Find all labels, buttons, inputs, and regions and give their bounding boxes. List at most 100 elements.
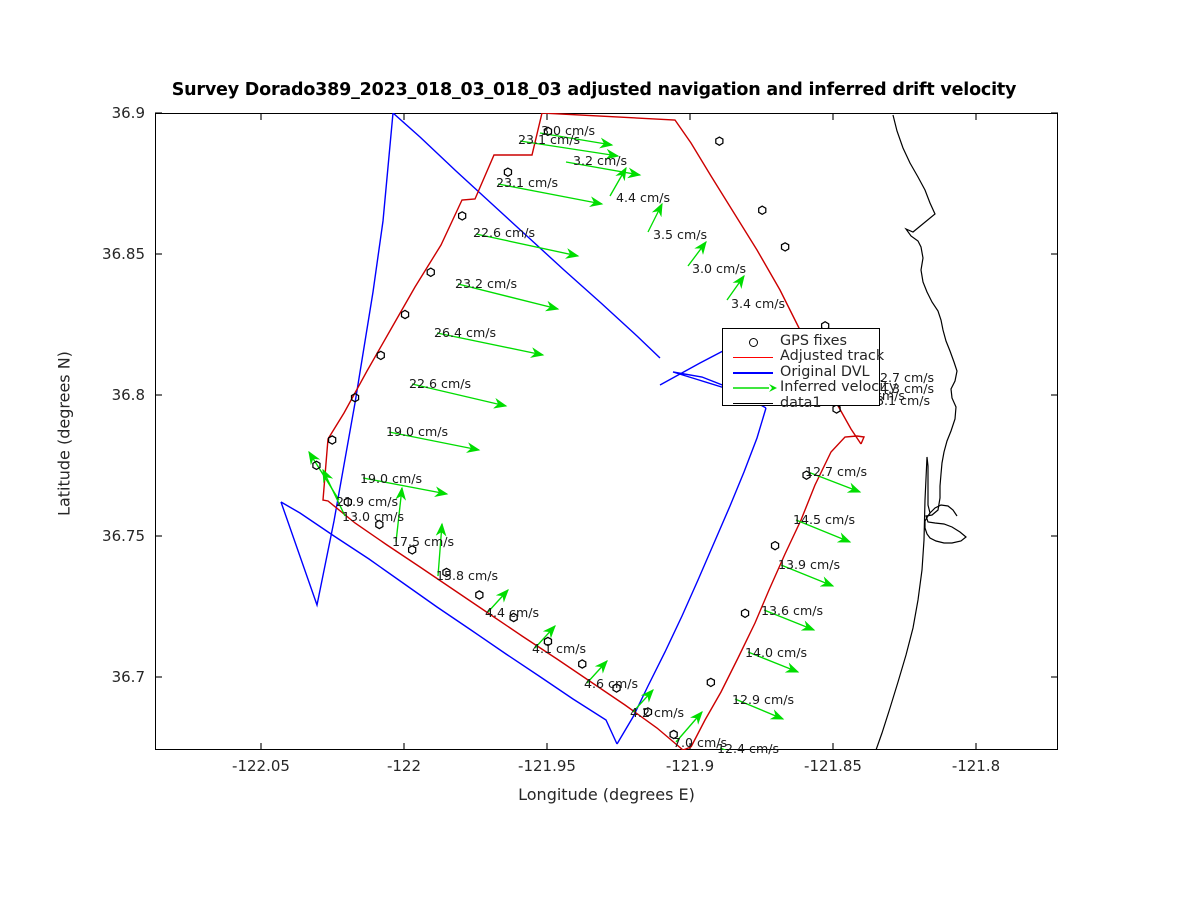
velocity-arrow <box>487 589 509 613</box>
velocity-label: 12.4 cm/s <box>717 741 780 756</box>
velocity-arrow <box>388 431 481 453</box>
velocity-arrow <box>726 274 745 301</box>
x-tick-label: -122 <box>386 757 422 775</box>
legend-label: Inferred velocity <box>780 379 898 396</box>
velocity-label: cm/s <box>875 388 905 403</box>
gps-fix-marker <box>375 519 384 530</box>
legend-item-original-dvl[interactable]: Original DVL <box>723 363 879 380</box>
velocity-label: 14.5 cm/s <box>793 512 856 527</box>
x-tick-label: -121.95 <box>518 757 576 775</box>
velocity-label: 22.6 cm/s <box>409 376 472 391</box>
gps-fix-marker <box>426 267 435 278</box>
velocity-label: 3.5 cm/s <box>653 227 708 242</box>
gps-fix-marker <box>312 460 321 471</box>
gps-fix-marker <box>669 729 678 740</box>
legend-label: GPS fixes <box>780 333 848 349</box>
adjusted-track <box>322 113 866 750</box>
velocity-label: 4.6 cm/s <box>584 676 639 691</box>
velocity-label: 21.9 cm/s <box>336 494 399 509</box>
gps-fix-marker <box>457 211 467 221</box>
velocity-label: 26.4 cm/s <box>434 325 497 340</box>
velocity-arrow <box>435 522 447 577</box>
x-tick-label: -121.8 <box>951 757 1001 775</box>
velocity-arrow <box>322 468 346 517</box>
velocity-arrow <box>734 698 785 720</box>
gps-fix-marker <box>350 392 360 403</box>
y-tick-label: 36.7 <box>111 668 145 686</box>
velocity-label: 2.7 cm/s <box>880 370 935 385</box>
velocity-label: 23.2 cm/s <box>455 276 518 291</box>
gps-fix-marker <box>578 659 587 669</box>
velocity-arrow <box>647 202 663 233</box>
gps-fix-marker <box>343 497 353 507</box>
velocity-arrow <box>586 660 608 684</box>
gps-fix-marker <box>442 567 451 578</box>
velocity-label: 8.1 cm/s <box>876 393 931 408</box>
legend-item-gps-fixes[interactable]: GPS fixes <box>723 333 879 349</box>
velocity-label: 3.0 cm/s <box>692 261 747 276</box>
legend-label: Original DVL <box>780 363 870 380</box>
velocity-arrow <box>411 383 508 409</box>
velocity-arrow <box>675 710 703 743</box>
original-dvl-line-icon <box>733 372 773 374</box>
plot-title: Survey Dorado389_2023_018_03_018_03 adju… <box>171 80 1017 100</box>
velocity-arrow <box>475 233 580 259</box>
legend-item-inferred-velocity[interactable]: Inferred velocity <box>723 379 897 395</box>
gps-fix-marker <box>327 435 337 445</box>
gps-fix-marker <box>376 350 385 361</box>
gps-fix-marker <box>706 677 716 688</box>
velocity-arrow <box>763 609 816 631</box>
velocity-label: 13.0 cm/s <box>342 509 405 524</box>
velocity-label: 23.1 cm/s <box>518 132 581 147</box>
velocity-arrow <box>747 651 800 673</box>
coastline-line-icon <box>733 403 773 405</box>
velocity-arrow <box>807 471 862 493</box>
velocity-arrow <box>457 283 560 312</box>
velocity-arrow <box>539 132 614 149</box>
y-tick-label: 36.75 <box>102 527 145 545</box>
plot-axes-frame <box>155 113 1058 750</box>
x-tick-label: -121.9 <box>665 757 715 775</box>
velocity-arrow <box>632 689 654 713</box>
gps-fix-marker <box>407 545 417 555</box>
gps-fix-marker <box>400 309 410 320</box>
gps-fix-marker <box>820 320 830 331</box>
velocity-arrow <box>687 240 707 267</box>
velocity-label: 23.1 cm/s <box>496 175 559 190</box>
y-axis-title: Latitude (degrees N) <box>54 351 74 516</box>
gps-fix-marker <box>543 636 553 647</box>
coastline-path <box>875 114 967 750</box>
y-tick-label: 36.9 <box>111 104 145 122</box>
gps-fix-marker <box>612 683 621 693</box>
velocity-arrow <box>497 183 604 208</box>
gps-fix-marker <box>758 205 767 216</box>
gps-fix-marker <box>740 608 750 619</box>
velocity-label: 12.9 cm/s <box>732 692 795 707</box>
legend[interactable]: GPS fixes Adjusted track Original DVL In… <box>722 328 897 411</box>
velocity-label: 3.0 cm/s <box>541 123 596 138</box>
legend-label: data1 <box>780 394 822 411</box>
velocity-vectors <box>308 132 862 750</box>
velocity-arrow <box>609 166 627 197</box>
velocity-arrow <box>395 486 407 543</box>
velocity-label: 7.0 cm/s <box>673 735 728 750</box>
velocity-arrow <box>795 519 852 543</box>
x-tick-label: -121.85 <box>804 757 862 775</box>
adjusted-track-line-icon <box>733 356 773 359</box>
gps-fix-marker <box>509 612 518 623</box>
velocity-label: 17.5 cm/s <box>392 534 455 549</box>
velocity-label: 3.2 cm/s <box>573 153 628 168</box>
velocity-label: 19.0 cm/s <box>360 471 423 486</box>
gps-fix-marker <box>715 136 724 147</box>
velocity-label: 13.6 cm/s <box>761 603 824 618</box>
gps-fix-marker <box>780 242 790 252</box>
legend-item-data1[interactable]: data1 <box>723 394 879 411</box>
gps-fix-marker-icon <box>749 337 758 347</box>
velocity-label: 4.4 cm/s <box>485 605 540 620</box>
velocity-label: 4.2 cm/s <box>630 705 685 720</box>
velocity-arrow <box>519 140 620 160</box>
velocity-label: 12.7 cm/s <box>805 464 868 479</box>
legend-item-adjusted-track[interactable]: Adjusted track <box>723 348 884 364</box>
